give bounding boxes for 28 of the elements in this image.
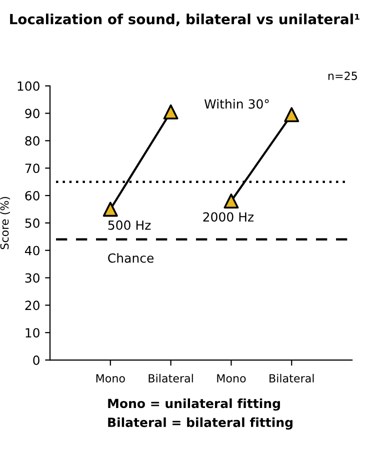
point xyxy=(163,104,178,120)
point xyxy=(284,107,300,122)
y-tick-label: 0 xyxy=(33,355,40,365)
text: Mono = unilateral fitting xyxy=(108,398,280,411)
y-tick-label: 40 xyxy=(24,246,40,256)
text: Bilateral = bilateral fitting xyxy=(108,417,292,430)
x-tick-label: Mono xyxy=(96,374,125,383)
y-tick-label: 60 xyxy=(25,191,40,200)
y-axis-title: Score (%) xyxy=(0,196,10,250)
y-tick-label: 90 xyxy=(25,108,40,118)
point xyxy=(224,194,239,209)
point xyxy=(102,202,118,217)
y-tick-label: 80 xyxy=(25,136,40,146)
chart-title: Localization of sound, bilateral vs unilateral¹ xyxy=(10,14,360,26)
annotation: Within 30° xyxy=(204,99,269,109)
x-tick-label: Bilateral xyxy=(270,374,314,383)
x-tick-label: Mono xyxy=(217,374,246,383)
text: n=25 xyxy=(328,72,357,80)
x-tick-label: Bilateral xyxy=(148,374,193,383)
y-tick-label: 50 xyxy=(25,218,40,228)
series-label: 500 Hz xyxy=(108,220,151,230)
y-tick-label: 100 xyxy=(18,81,40,91)
y-tick-label: 10 xyxy=(26,328,40,338)
y-tick-label: 20 xyxy=(25,300,40,310)
ref-line-label: Chance xyxy=(108,253,154,263)
y-tick-label: 70 xyxy=(25,164,40,174)
series-label: 2000 Hz xyxy=(203,212,254,222)
y-tick-label: 30 xyxy=(25,273,40,283)
